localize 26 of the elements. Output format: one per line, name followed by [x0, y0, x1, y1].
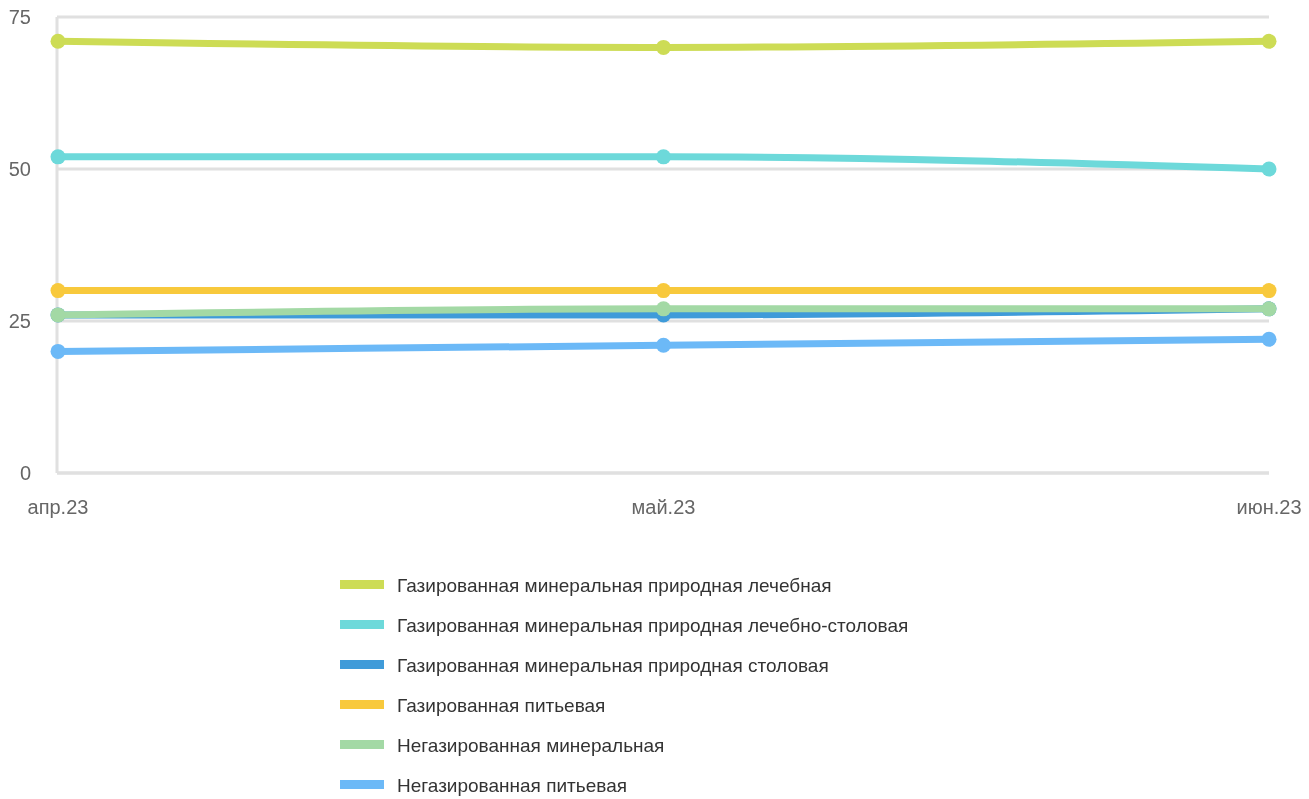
point [50, 33, 66, 49]
y-tick-label: 0 [19, 462, 31, 484]
x-tick-label: апр.23 [27, 496, 89, 518]
legend-label: Газированная минеральная природная столовая [397, 654, 829, 676]
x-tick-label: июн.23 [1236, 496, 1302, 518]
point [656, 283, 671, 299]
point [50, 283, 66, 299]
y-tick-label: 25 [8, 310, 31, 332]
legend-label: Негазированная минеральная [397, 734, 665, 756]
point [50, 149, 66, 165]
legend-label: Газированная питьевая [397, 694, 606, 716]
legend-label: Газированная минеральная природная лечебная [397, 574, 832, 596]
point [656, 301, 671, 317]
point [1261, 33, 1277, 49]
point [656, 149, 671, 165]
legend-label: Негазированная питьевая [397, 774, 627, 796]
legend-label: Газированная минеральная природная лечебно-столовая [397, 614, 909, 636]
y-tick-label: 75 [8, 6, 31, 28]
y-tick-label: 50 [8, 158, 31, 180]
point [1261, 331, 1277, 347]
point [1261, 283, 1277, 299]
point [1261, 161, 1277, 177]
point [656, 39, 671, 55]
point [50, 343, 66, 359]
x-tick-label: май.23 [631, 496, 696, 518]
point [656, 337, 671, 353]
